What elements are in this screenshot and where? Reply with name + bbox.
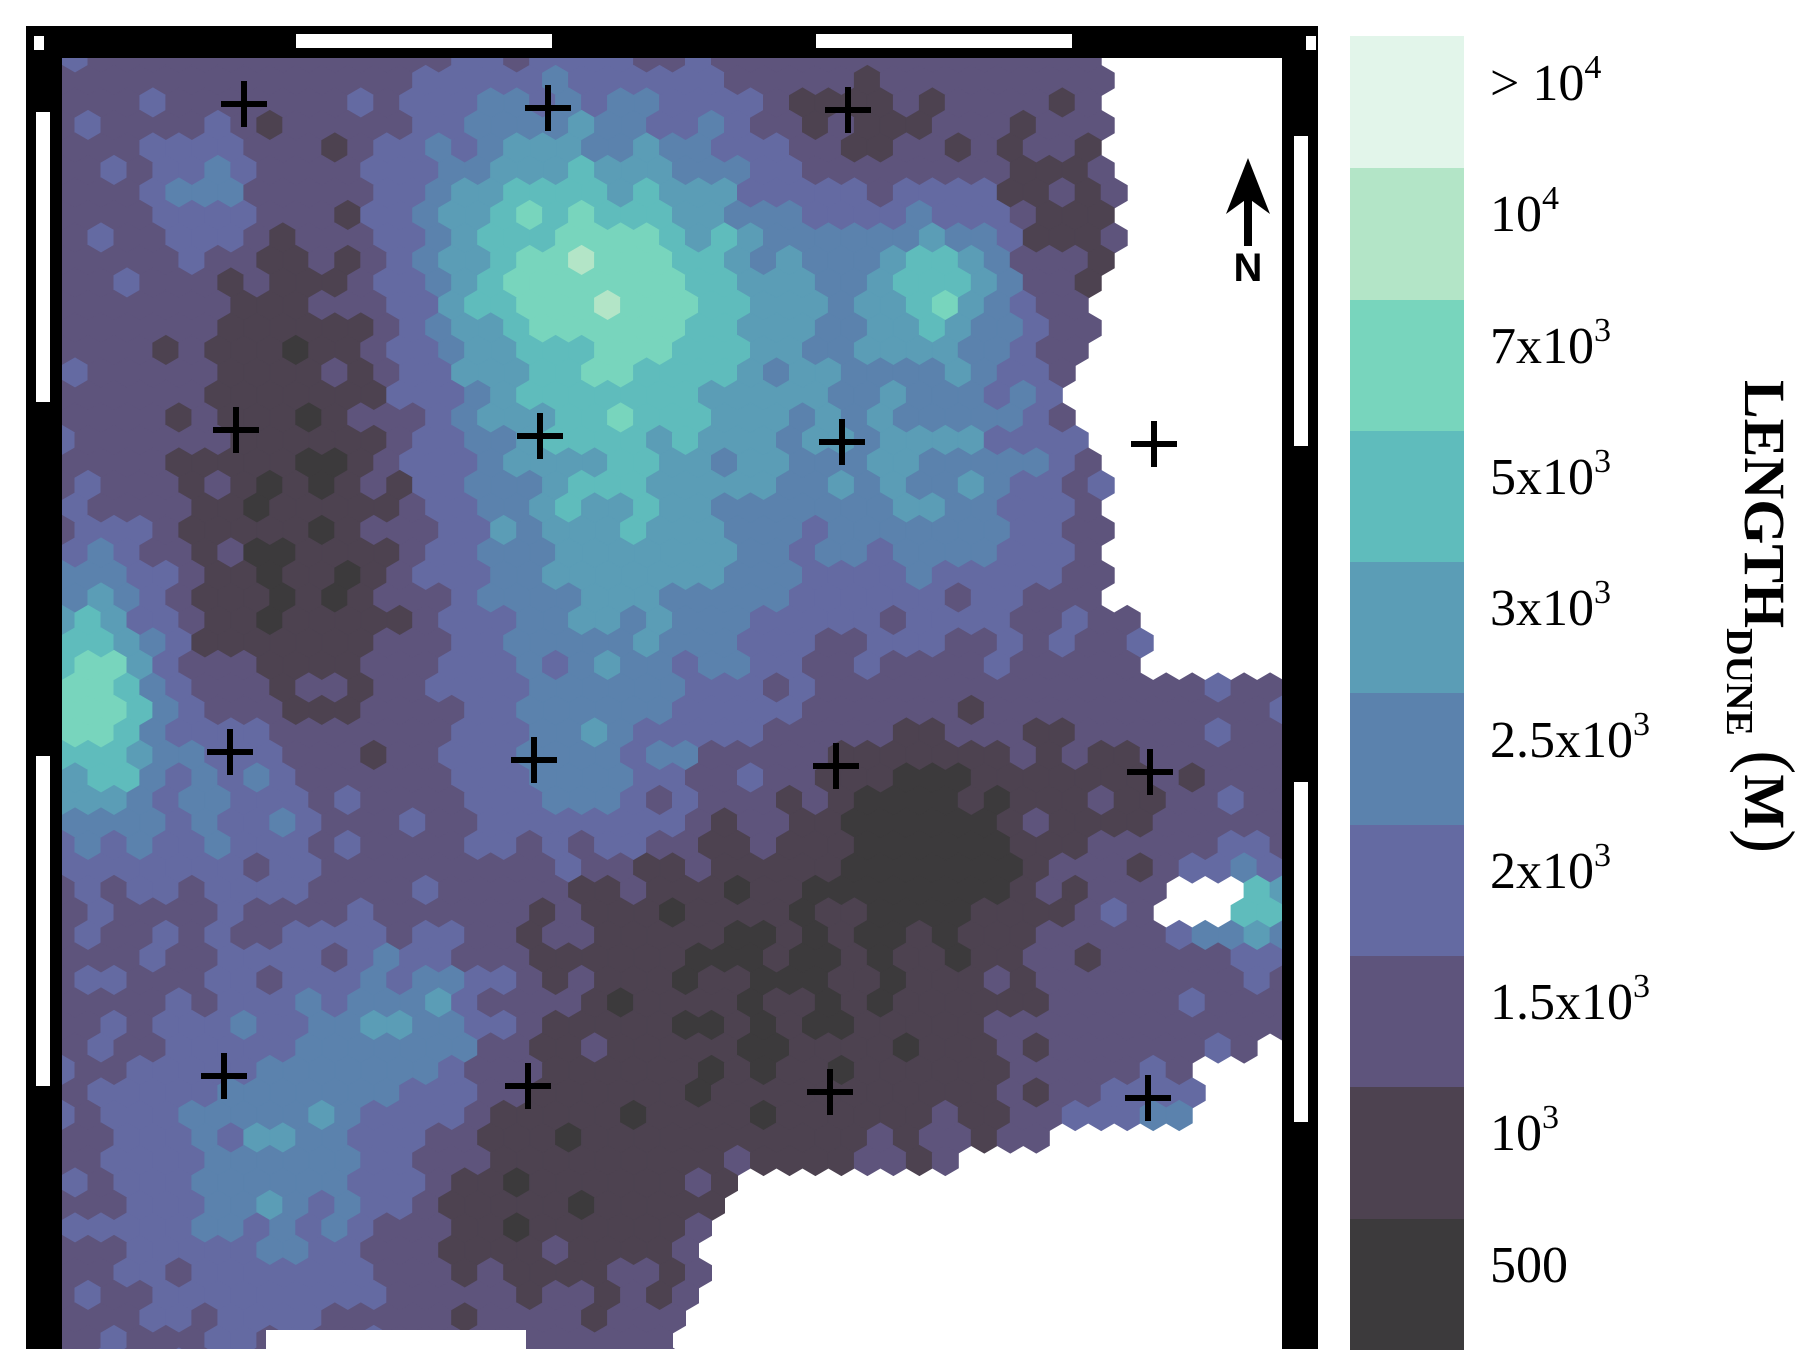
- frame-tick: [266, 1330, 526, 1349]
- frame-tick: [34, 36, 44, 50]
- colorbar-swatch: [1350, 298, 1464, 431]
- colorbar-title: LENGTHDUNE (M): [1718, 380, 1809, 854]
- graticule-cross: [1125, 1075, 1171, 1121]
- frame-tick: [36, 112, 50, 402]
- frame-tick: [802, 1330, 1072, 1349]
- colorbar-swatch: [1350, 955, 1464, 1088]
- frame-tick: [296, 34, 552, 48]
- north-arrow: N: [1210, 158, 1282, 298]
- colorbar-label: 2x103: [1490, 836, 1611, 900]
- graticule-cross: [813, 743, 859, 789]
- graticule-cross: [201, 1053, 247, 1099]
- colorbar-label: > 104: [1490, 49, 1602, 112]
- colorbar-label: 1.5x103: [1490, 968, 1650, 1032]
- colorbar-label: 2.5x103: [1490, 705, 1650, 769]
- colorbar-title-main: LENGTH: [1732, 380, 1797, 629]
- graticule-cross: [807, 1069, 853, 1115]
- colorbar-swatch: [1350, 1086, 1464, 1219]
- north-arrow-icon: [1226, 158, 1270, 246]
- frame-tick: [1306, 36, 1316, 50]
- colorbar-title-unit: M: [1732, 774, 1797, 830]
- colorbar-swatch: [1350, 561, 1464, 694]
- hex-cell: [931, 1144, 959, 1177]
- hexbin-layer: [62, 58, 1282, 1349]
- colorbar-swatch: [1350, 1217, 1464, 1350]
- graticule-cross: [1127, 749, 1173, 795]
- colorbar-label: 5x103: [1490, 442, 1611, 506]
- colorbar-swatch: [1350, 167, 1464, 300]
- frame-tick: [1294, 136, 1308, 446]
- frame-tick: [1294, 782, 1308, 1122]
- colorbar-label: 103: [1490, 1099, 1559, 1163]
- graticule-cross: [1131, 421, 1177, 467]
- colorbar-title-sub: DUNE: [1718, 628, 1760, 736]
- frame-tick: [36, 756, 50, 1086]
- colorbar-swatch: [1350, 692, 1464, 825]
- colorbar-label: 500: [1490, 1236, 1568, 1294]
- colorbar-swatch: [1350, 429, 1464, 563]
- hex-cell: [1022, 1122, 1050, 1154]
- graticule-cross: [505, 1063, 551, 1109]
- colorbar-label: 7x103: [1490, 311, 1611, 375]
- map-frame: N: [26, 26, 1318, 1349]
- colorbar-label: 104: [1490, 180, 1559, 244]
- graticule-cross: [221, 81, 267, 127]
- hex-cell: [1230, 1032, 1258, 1064]
- graticule-cross: [517, 413, 563, 459]
- graticule-cross: [207, 729, 253, 775]
- hex-cell: [1269, 1010, 1282, 1041]
- colorbar-label: 3x103: [1490, 574, 1611, 638]
- colorbar: [1350, 36, 1464, 1350]
- graticule-cross: [213, 407, 259, 453]
- graticule-cross: [511, 737, 557, 783]
- graticule-cross: [819, 419, 865, 465]
- hex-cell: [1165, 1099, 1193, 1132]
- graticule-cross: [525, 85, 571, 131]
- graticule-cross: [825, 87, 871, 133]
- hexbin-map: N: [62, 58, 1282, 1349]
- frame-tick: [816, 34, 1072, 48]
- colorbar-swatch: [1350, 823, 1464, 957]
- colorbar-swatch: [1350, 36, 1464, 169]
- north-label: N: [1233, 246, 1263, 290]
